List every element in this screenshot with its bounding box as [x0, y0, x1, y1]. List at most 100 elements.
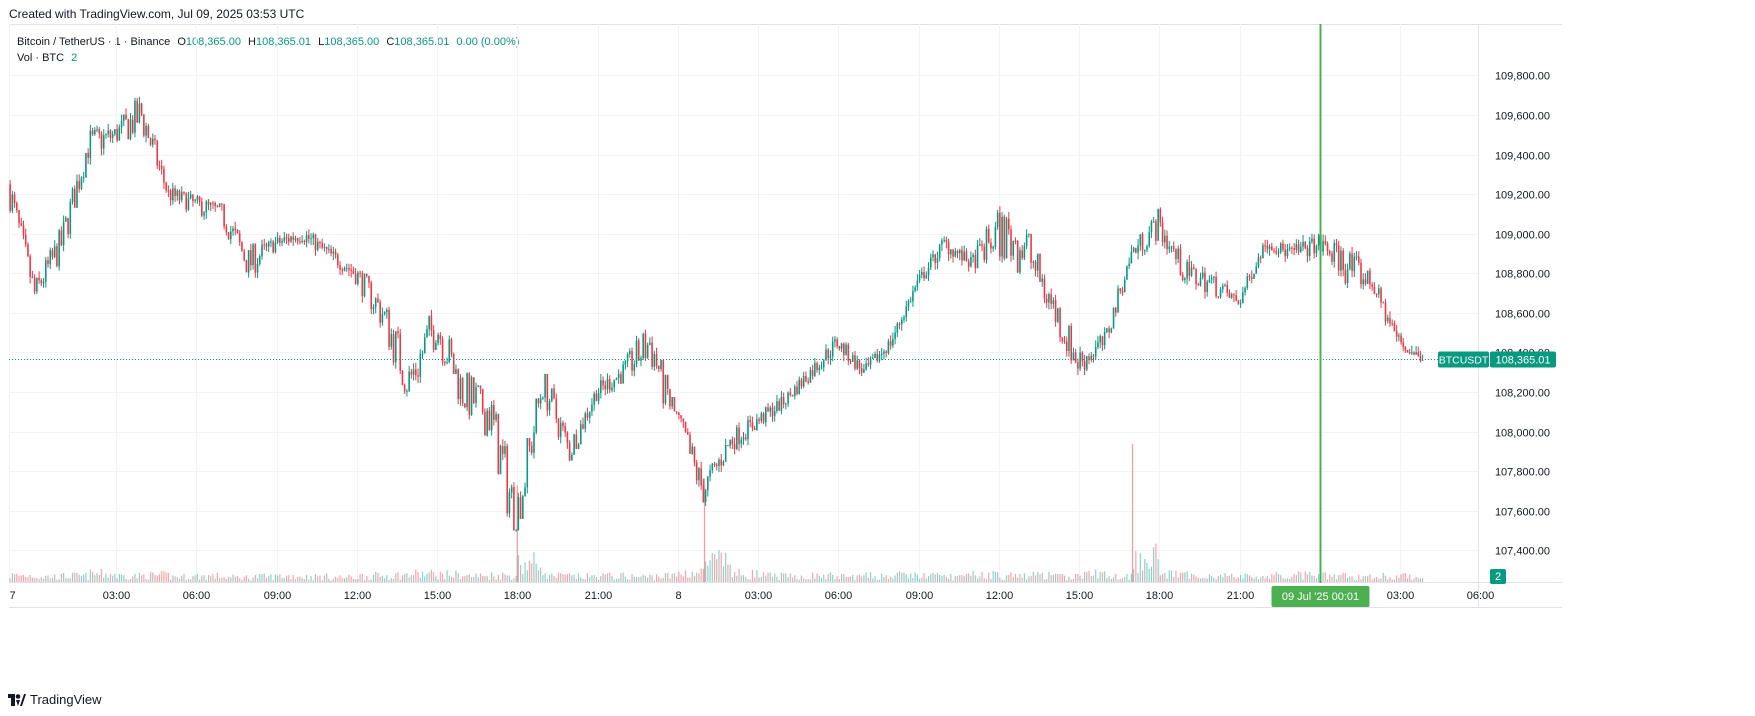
volume-bar	[994, 571, 997, 582]
candle-body	[192, 194, 194, 201]
candle-body	[303, 240, 306, 242]
volume-bar	[1291, 576, 1293, 582]
candle-body	[426, 329, 428, 338]
volume-bar	[1213, 577, 1215, 582]
candle-body	[287, 237, 290, 242]
volume-bar	[705, 561, 707, 582]
candle-body	[1380, 288, 1382, 303]
volume-bar	[381, 575, 383, 582]
candle-body	[196, 196, 199, 200]
candle-body	[517, 497, 520, 531]
volume-bar	[161, 571, 163, 582]
volume-bar	[876, 579, 878, 582]
volume-bar	[98, 575, 100, 582]
candle-body	[415, 369, 417, 376]
volume-bar	[533, 552, 535, 582]
symbol-label[interactable]: Bitcoin / TetherUS · 1 · Binance	[17, 36, 171, 48]
candle-body	[760, 413, 763, 421]
candle-body	[742, 437, 745, 440]
volume-bar	[925, 578, 927, 582]
volume-bar	[747, 579, 749, 582]
volume-bar	[1362, 576, 1364, 582]
candle-body	[432, 330, 435, 350]
candle-body	[776, 401, 778, 412]
candle-body	[80, 177, 83, 189]
volume-bar	[818, 575, 820, 582]
candle-body	[1036, 253, 1039, 271]
candle-body	[1337, 245, 1340, 271]
volume-bar	[1384, 575, 1387, 582]
candle-body	[658, 365, 660, 369]
candle-body	[836, 339, 838, 347]
last-price-tag	[1490, 351, 1556, 368]
volume-bar	[640, 576, 642, 582]
candle-body	[983, 246, 986, 260]
volume-bar	[248, 578, 250, 582]
candle-body	[727, 445, 729, 447]
candle-body	[1135, 248, 1137, 253]
candle-body	[225, 226, 228, 233]
volume-bar	[709, 560, 711, 582]
volume-bar	[604, 574, 606, 582]
candle-body	[123, 114, 125, 121]
candle-body	[308, 235, 310, 239]
volume-bar	[762, 572, 765, 582]
volume-bar	[749, 579, 751, 582]
candle-body	[1308, 241, 1311, 257]
candle-body	[475, 387, 477, 403]
candle-body	[1360, 262, 1362, 285]
ohlc-row: Bitcoin / TetherUS · 1 · Binance O108,36…	[17, 34, 519, 50]
volume-bar	[1059, 573, 1061, 582]
volume-bar	[1170, 570, 1173, 582]
volume-bar	[448, 575, 450, 582]
volume-bar	[185, 580, 187, 582]
candle-body	[470, 377, 473, 415]
candle-body	[461, 378, 464, 404]
candle-body	[1108, 328, 1110, 333]
candle-body	[1242, 292, 1244, 304]
candle-body	[1077, 362, 1079, 369]
volume-bar	[758, 577, 760, 582]
candle-body	[167, 190, 170, 192]
candle-body	[348, 268, 350, 270]
volume-bar	[676, 576, 678, 582]
candle-body	[477, 385, 480, 388]
candle-body	[878, 354, 881, 361]
candle-body	[711, 463, 714, 471]
volume-label[interactable]: Vol · BTC	[17, 52, 65, 64]
tradingview-footer[interactable]: TradingView	[8, 692, 102, 707]
volume-bar	[742, 575, 745, 582]
candle-body	[1302, 241, 1304, 247]
candle-body	[950, 249, 952, 255]
price-tick-label: 109,400.00	[1495, 151, 1550, 163]
candle-body	[230, 231, 232, 240]
candle-body	[749, 420, 751, 422]
volume-value: 2	[71, 52, 78, 64]
volume-bar	[314, 573, 317, 582]
candle-body	[1197, 283, 1200, 286]
candle-body	[216, 205, 219, 207]
time-tick-label: 8	[675, 590, 681, 602]
volume-spike-bar	[1131, 444, 1134, 582]
volume-bar	[1246, 574, 1248, 582]
volume-bar	[566, 574, 569, 582]
volume-bar	[609, 572, 611, 582]
candle-body	[53, 246, 56, 258]
price-tick-label: 107,800.00	[1495, 467, 1550, 479]
candle-body	[662, 359, 665, 404]
candle-body	[1277, 252, 1280, 254]
candle-body	[1061, 337, 1064, 342]
candle-body	[613, 379, 616, 388]
candle-body	[566, 432, 569, 443]
candle-body	[1012, 240, 1015, 256]
candle-body	[350, 269, 352, 271]
candle-body	[69, 202, 72, 234]
candle-body	[544, 373, 546, 398]
candle-body	[149, 138, 152, 145]
candle-body	[71, 188, 74, 203]
candle-body	[154, 138, 156, 141]
candle-body	[508, 492, 511, 514]
volume-bar	[196, 573, 198, 582]
volume-bar	[847, 576, 849, 582]
